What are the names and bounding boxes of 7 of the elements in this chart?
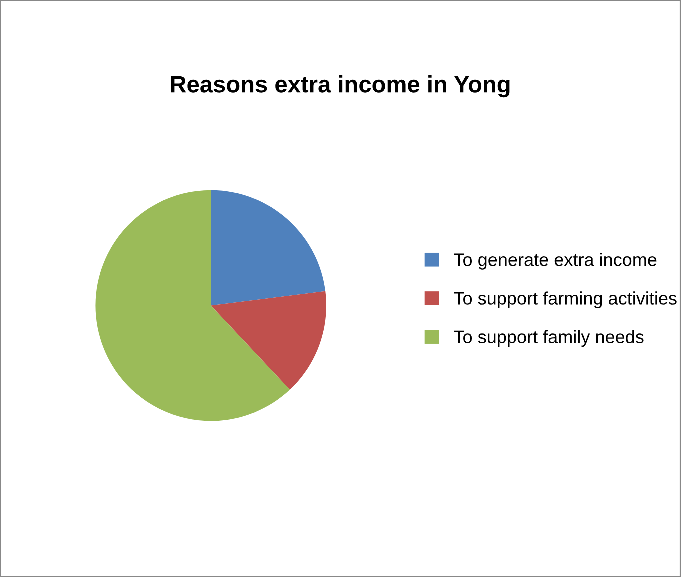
pie-slice [211, 291, 327, 390]
legend-label: To support family needs [454, 330, 644, 348]
chart-title: Reasons extra income in Yong [171, 75, 510, 98]
legend-label: To support farming activities [454, 292, 677, 309]
legend-label: To generate extra income [454, 253, 657, 270]
pie-slice [96, 190, 290, 422]
pie-slice [211, 190, 326, 306]
